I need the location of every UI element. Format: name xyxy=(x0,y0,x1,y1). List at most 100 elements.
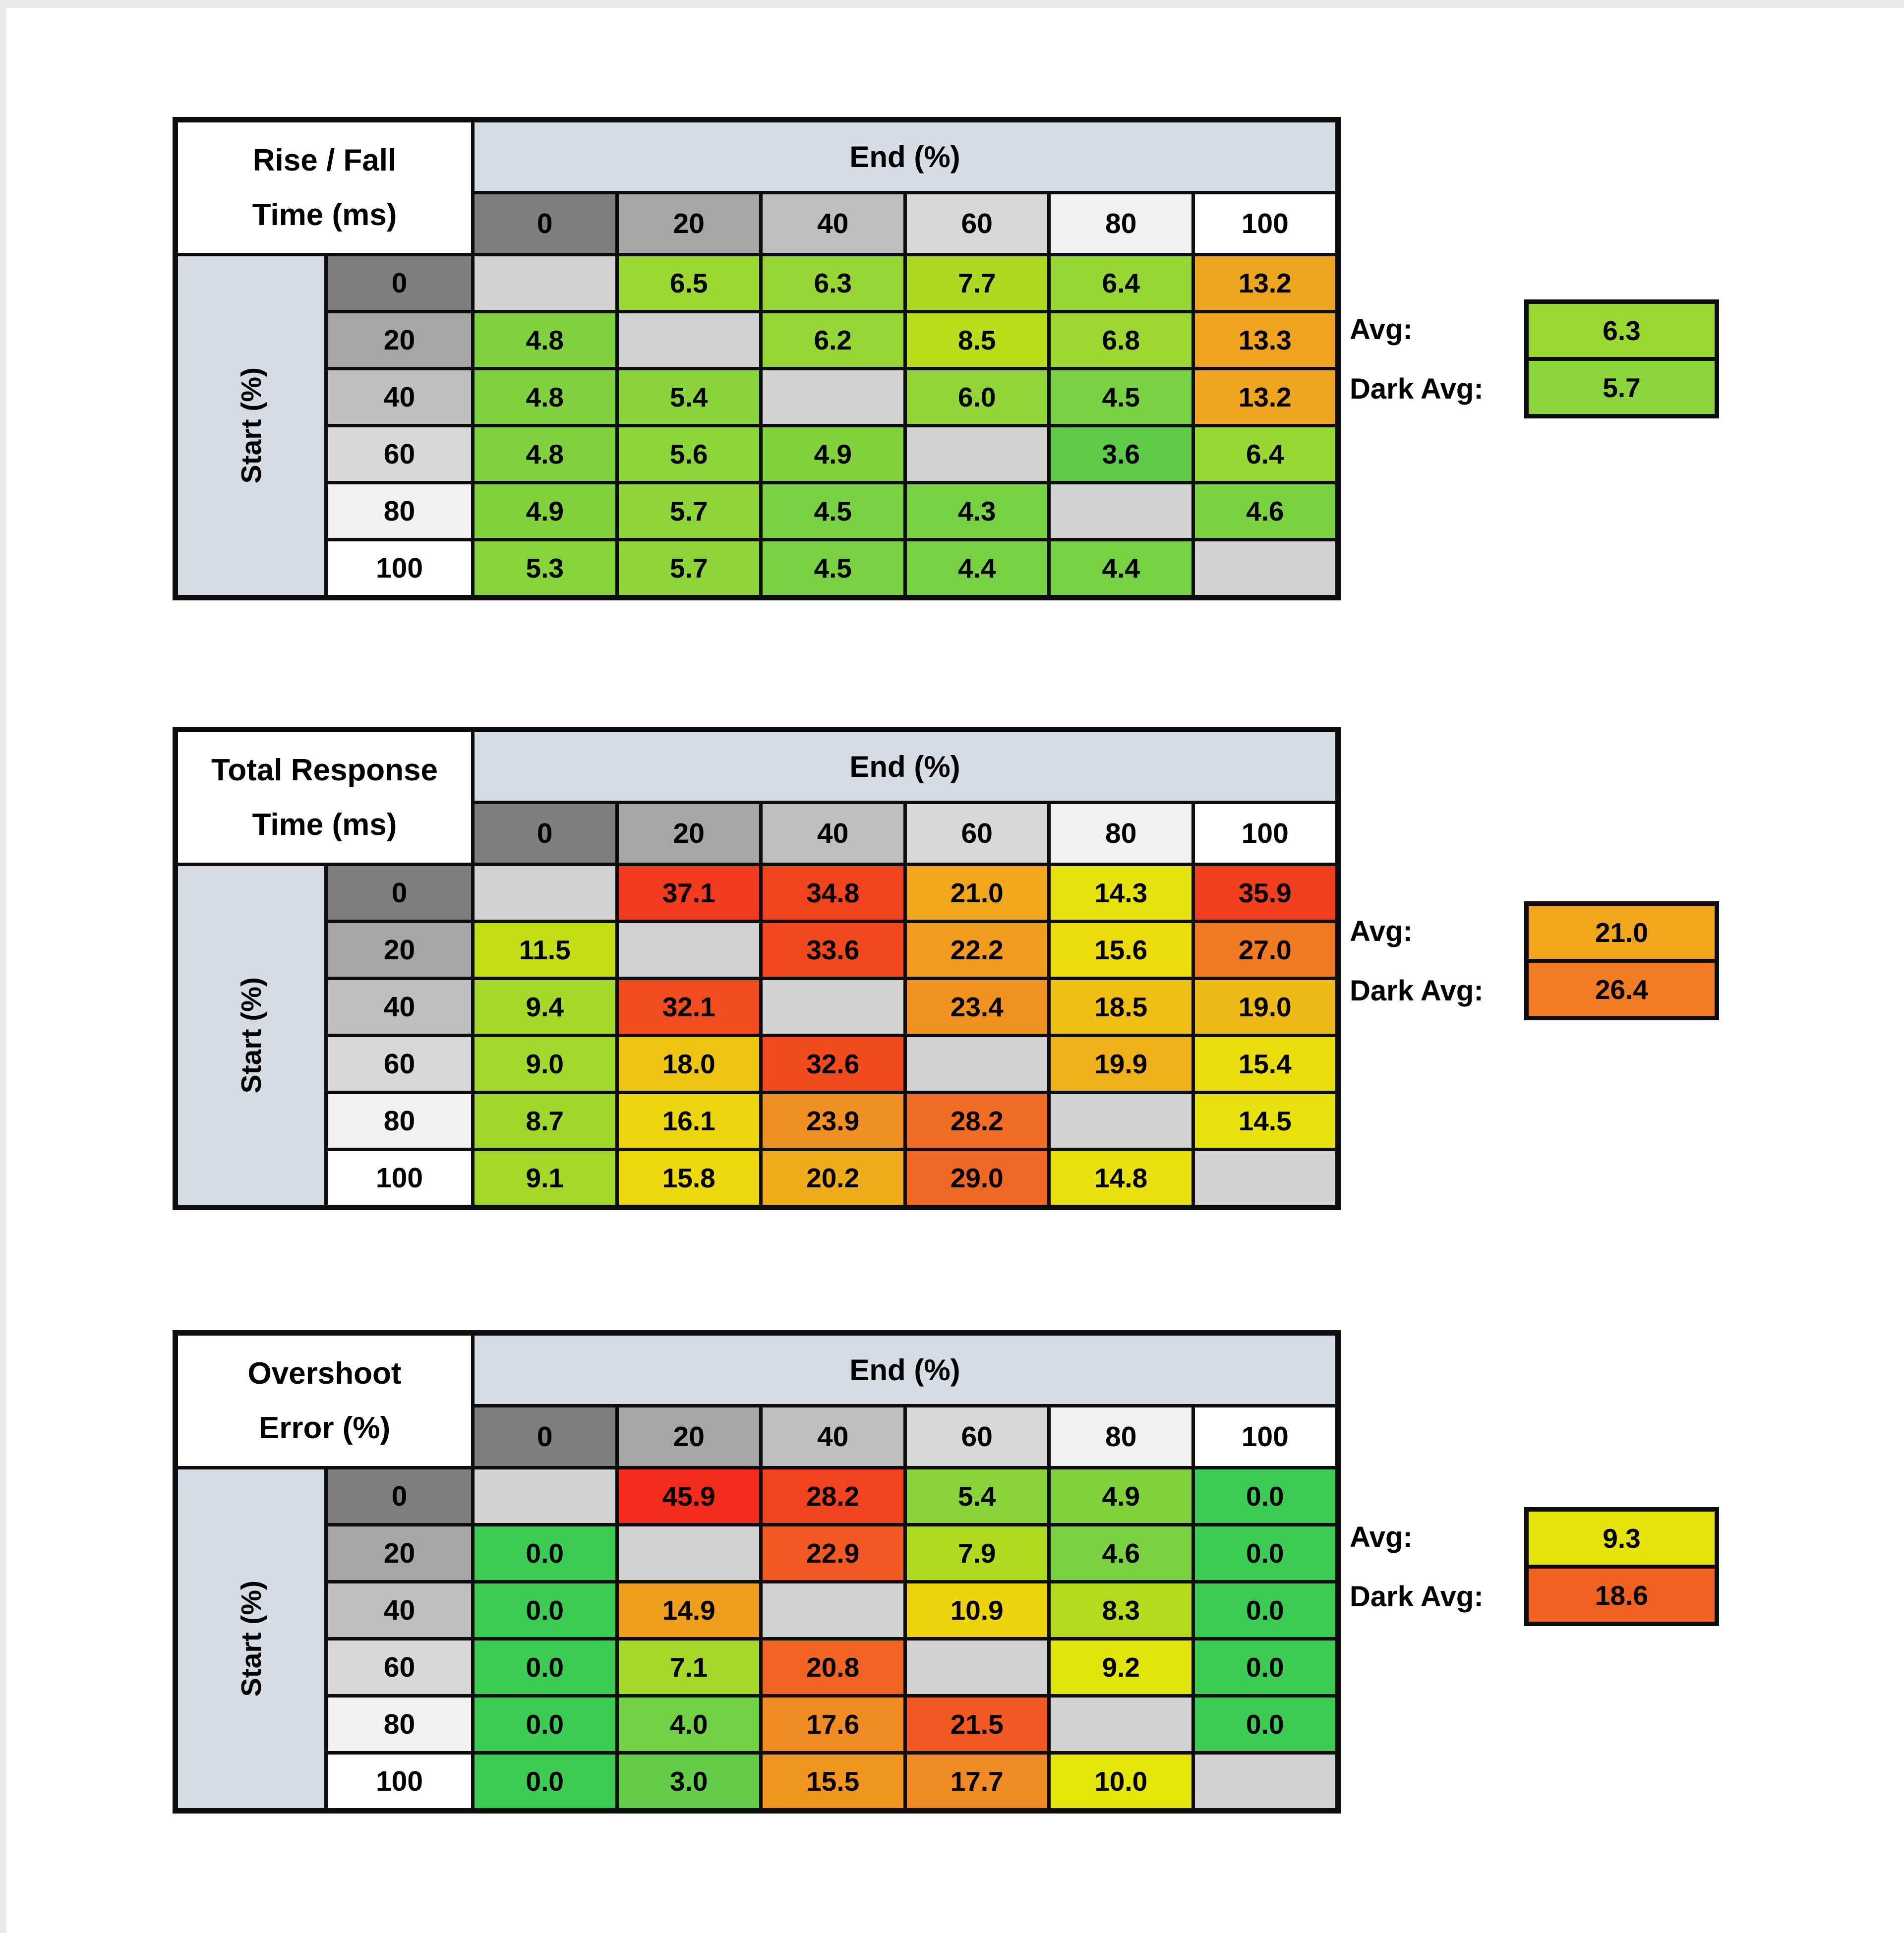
row-header-0: 0 xyxy=(328,1469,471,1523)
heatmap-cell-r20-c60: 8.5 xyxy=(906,313,1047,367)
heatmap-cell-r20-c0: 11.5 xyxy=(475,923,615,977)
left-edge-strip xyxy=(0,0,6,1933)
heatmap-cell-r0-c20: 6.5 xyxy=(618,256,759,310)
heatmap-1: Total Response Time (ms) End (%) 0 20 40 60 80 1… xyxy=(173,727,1341,1210)
row-header-0: 0 xyxy=(328,256,471,310)
heatmap-cell-r100-c40: 20.2 xyxy=(763,1151,903,1205)
avg-value-box: 21.0 26.4 xyxy=(1524,901,1719,1020)
heatmap-cell-r20-c0: 4.8 xyxy=(475,313,615,367)
col-header-80: 80 xyxy=(1051,1407,1191,1466)
heatmap-cell-r60-c20: 18.0 xyxy=(618,1037,759,1091)
row-header-60: 60 xyxy=(328,1037,471,1091)
heatmap-cell-r80-c60: 4.3 xyxy=(906,484,1047,538)
dark-avg-label: Dark Avg: xyxy=(1350,974,1484,1007)
col-axis-label: End (%) xyxy=(475,122,1335,191)
heatmap-cell-r40-c100: 19.0 xyxy=(1194,980,1335,1034)
row-header-100: 100 xyxy=(328,1151,471,1205)
heatmap-cell-r40-c20: 14.9 xyxy=(618,1583,759,1637)
heatmap-cell-r20-c20 xyxy=(618,313,759,367)
col-header-60: 60 xyxy=(906,1407,1047,1466)
heatmap-cell-r20-c40: 6.2 xyxy=(763,313,903,367)
table-title-line2: Error (%) xyxy=(258,1410,391,1445)
avg-value: 9.3 xyxy=(1529,1512,1715,1565)
heatmap-cell-r60-c100: 6.4 xyxy=(1194,427,1335,481)
heatmap-cell-r20-c100: 0.0 xyxy=(1194,1526,1335,1580)
heatmap-cell-r0-c100: 0.0 xyxy=(1194,1469,1335,1523)
heatmap-cell-r100-c0: 9.1 xyxy=(475,1151,615,1205)
row-axis-label: Start (%) xyxy=(178,866,324,1205)
heatmap-cell-r0-c0 xyxy=(475,1469,615,1523)
heatmap-cell-r100-c100 xyxy=(1194,541,1335,595)
heatmap-cell-r0-c60: 5.4 xyxy=(906,1469,1047,1523)
table-title-line1: Overshoot xyxy=(247,1356,402,1391)
heatmap-cell-r0-c40: 6.3 xyxy=(763,256,903,310)
heatmap-cell-r60-c20: 7.1 xyxy=(618,1640,759,1694)
heatmap-cell-r100-c40: 15.5 xyxy=(763,1755,903,1808)
heatmap-cell-r100-c0: 5.3 xyxy=(475,541,615,595)
table-title-line1: Rise / Fall xyxy=(252,143,397,178)
heatmap-cell-r0-c20: 45.9 xyxy=(618,1469,759,1523)
heatmap-cell-r100-c60: 17.7 xyxy=(906,1755,1047,1808)
col-header-100: 100 xyxy=(1194,194,1335,253)
heatmap-cell-r80-c0: 0.0 xyxy=(475,1698,615,1751)
avg-panel-1: Avg: Dark Avg: 21.0 26.4 xyxy=(1350,901,1719,1020)
heatmap-cell-r0-c80: 14.3 xyxy=(1051,866,1191,920)
heatmap-cell-r60-c80: 19.9 xyxy=(1051,1037,1191,1091)
avg-label: Avg: xyxy=(1350,1521,1413,1553)
avg-value: 21.0 xyxy=(1529,906,1715,959)
avg-panel-2: Avg: Dark Avg: 9.3 18.6 xyxy=(1350,1507,1719,1626)
avg-value-box: 6.3 5.7 xyxy=(1524,299,1719,418)
heatmap-cell-r100-c60: 29.0 xyxy=(906,1151,1047,1205)
heatmap-cell-r40-c0: 4.8 xyxy=(475,370,615,424)
heatmap-cell-r40-c100: 0.0 xyxy=(1194,1583,1335,1637)
col-header-40: 40 xyxy=(763,1407,903,1466)
row-header-40: 40 xyxy=(328,980,471,1034)
heatmap-cell-r80-c100: 0.0 xyxy=(1194,1698,1335,1751)
heatmap-cell-r100-c0: 0.0 xyxy=(475,1755,615,1808)
heatmap-cell-r80-c100: 4.6 xyxy=(1194,484,1335,538)
row-header-80: 80 xyxy=(328,1698,471,1751)
heatmap-cell-r100-c100 xyxy=(1194,1755,1335,1808)
heatmap-cell-r80-c80 xyxy=(1051,1094,1191,1148)
heatmap-cell-r0-c80: 4.9 xyxy=(1051,1469,1191,1523)
col-header-100: 100 xyxy=(1194,804,1335,863)
avg-value: 6.3 xyxy=(1529,304,1715,357)
avg-label: Avg: xyxy=(1350,915,1413,947)
avg-label: Avg: xyxy=(1350,313,1413,346)
heatmap-cell-r40-c0: 0.0 xyxy=(475,1583,615,1637)
heatmap-cell-r40-c80: 18.5 xyxy=(1051,980,1191,1034)
col-header-20: 20 xyxy=(618,1407,759,1466)
row-header-100: 100 xyxy=(328,541,471,595)
row-header-20: 20 xyxy=(328,1526,471,1580)
row-header-20: 20 xyxy=(328,923,471,977)
heatmap-0: Rise / Fall Time (ms) End (%) 0 20 40 60 80 100 S… xyxy=(173,117,1341,600)
heatmap-cell-r60-c40: 32.6 xyxy=(763,1037,903,1091)
table-title: Rise / Fall Time (ms) xyxy=(178,122,471,253)
heatmap-cell-r40-c20: 5.4 xyxy=(618,370,759,424)
heatmap-cell-r0-c60: 7.7 xyxy=(906,256,1047,310)
top-edge-strip xyxy=(0,0,1904,8)
avg-panel-0: Avg: Dark Avg: 6.3 5.7 xyxy=(1350,299,1719,418)
row-header-40: 40 xyxy=(328,370,471,424)
col-header-20: 20 xyxy=(618,804,759,863)
heatmap-cell-r60-c60 xyxy=(906,427,1047,481)
col-axis-label: End (%) xyxy=(475,1336,1335,1404)
heatmap-cell-r100-c20: 15.8 xyxy=(618,1151,759,1205)
dark-avg-value: 18.6 xyxy=(1529,1565,1715,1622)
avg-value-box: 9.3 18.6 xyxy=(1524,1507,1719,1626)
heatmap-cell-r20-c60: 7.9 xyxy=(906,1526,1047,1580)
row-axis-label-text: Start (%) xyxy=(235,977,267,1094)
heatmap-cell-r0-c100: 35.9 xyxy=(1194,866,1335,920)
col-header-0: 0 xyxy=(475,1407,615,1466)
row-header-100: 100 xyxy=(328,1755,471,1808)
heatmap-cell-r60-c20: 5.6 xyxy=(618,427,759,481)
col-header-0: 0 xyxy=(475,804,615,863)
row-header-60: 60 xyxy=(328,427,471,481)
heatmap-cell-r60-c100: 15.4 xyxy=(1194,1037,1335,1091)
col-header-80: 80 xyxy=(1051,194,1191,253)
table-title: Total Response Time (ms) xyxy=(178,732,471,863)
heatmap-cell-r20-c20 xyxy=(618,1526,759,1580)
heatmap-cell-r60-c0: 9.0 xyxy=(475,1037,615,1091)
heatmap-cell-r100-c20: 3.0 xyxy=(618,1755,759,1808)
heatmap-cell-r40-c60: 23.4 xyxy=(906,980,1047,1034)
